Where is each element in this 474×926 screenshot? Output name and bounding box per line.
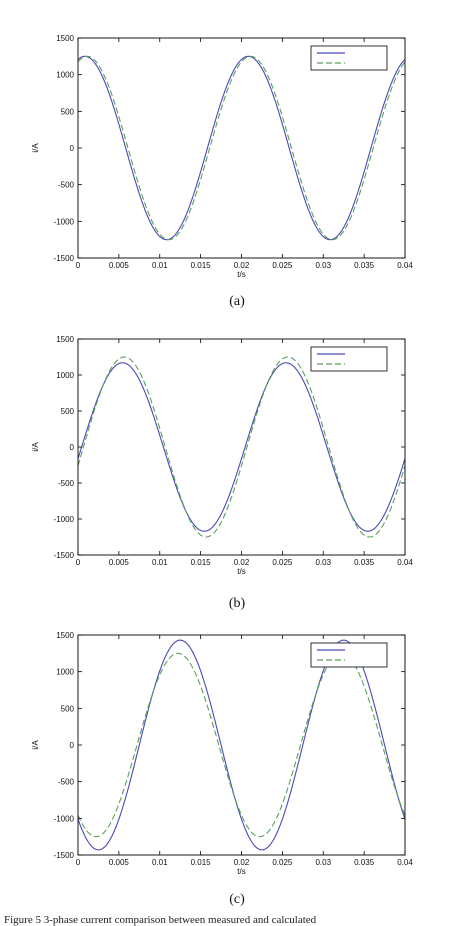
y-tick-label: 500 — [61, 704, 75, 713]
x-tick-label: 0.005 — [109, 858, 130, 867]
y-tick-label: -500 — [58, 778, 75, 787]
y-tick-label: -1000 — [54, 515, 75, 524]
panel-label-b: (b) — [228, 596, 246, 611]
series-line-calculated — [78, 356, 405, 538]
x-tick-label: 0.01 — [152, 261, 168, 270]
line-chart-c: 0 0.005 0.01 0.015 0.02 0.025 0.03 0.035 0.04 150… — [31, 631, 413, 876]
series-line-measured — [78, 362, 405, 532]
series-line-measured — [78, 55, 405, 241]
y-tick-label: -500 — [58, 181, 75, 190]
y-tick-label: 500 — [61, 407, 75, 416]
y-tick-label: 1500 — [56, 34, 74, 43]
chart-panel-c: 0 0.005 0.01 0.015 0.02 0.025 0.03 0.035 0.04 150… — [0, 600, 474, 907]
chart-panel-a: 0 0.005 0.01 0.015 0.02 0.025 0.03 0.035 0.04 150… — [0, 0, 474, 309]
y-axis-label: i/A — [31, 740, 40, 750]
x-tick-label: 0.025 — [272, 858, 293, 867]
x-axis-label: t/s — [237, 867, 245, 876]
x-tick-label: 0.01 — [152, 558, 168, 567]
panel-label-c: (c) — [229, 892, 245, 907]
x-tick-label: 0.035 — [354, 261, 375, 270]
y-axis-label: i/A — [31, 442, 40, 452]
chart-panel-b: 0 0.005 0.01 0.015 0.02 0.025 0.03 0.035 0.04 150… — [0, 300, 474, 611]
y-tick-label: -500 — [58, 479, 75, 488]
y-tick-label: 1000 — [56, 71, 74, 80]
x-tick-label: 0 — [76, 261, 81, 270]
y-tick-label: -1500 — [54, 851, 75, 860]
x-tick-label: 0.04 — [397, 261, 413, 270]
y-tick-label: 1000 — [56, 668, 74, 677]
y-tick-label: -1500 — [54, 254, 75, 263]
legend-box — [310, 642, 388, 668]
x-tick-label: 0.02 — [234, 558, 250, 567]
y-tick-label: -1500 — [54, 551, 75, 560]
x-tick-label: 0.025 — [272, 558, 293, 567]
series-line-measured — [78, 639, 405, 851]
x-tick-label: 0.02 — [234, 261, 250, 270]
x-tick-label: 0.035 — [354, 558, 375, 567]
y-tick-label: 1500 — [56, 335, 74, 344]
x-tick-label: 0.015 — [191, 261, 212, 270]
x-tick-label: 0.03 — [315, 558, 331, 567]
x-tick-label: 0.015 — [191, 858, 212, 867]
x-tick-label: 0.03 — [315, 261, 331, 270]
figure-caption: Figure 5 3-phase current comparison betw… — [4, 914, 317, 926]
y-tick-label: 0 — [70, 443, 75, 452]
x-tick-label: 0 — [76, 858, 81, 867]
x-tick-label: 0.035 — [354, 858, 375, 867]
y-tick-label: 1500 — [56, 631, 74, 640]
line-chart-a: 0 0.005 0.01 0.015 0.02 0.025 0.03 0.035 0.04 150… — [31, 34, 413, 279]
x-tick-label: 0.03 — [315, 858, 331, 867]
y-tick-label: 0 — [70, 741, 75, 750]
series-line-calculated — [78, 652, 405, 838]
y-tick-label: -1000 — [54, 217, 75, 226]
x-tick-label: 0.01 — [152, 858, 168, 867]
legend-box — [310, 346, 388, 372]
y-tick-label: 0 — [70, 144, 75, 153]
y-tick-label: 500 — [61, 107, 75, 116]
x-tick-label: 0.04 — [397, 858, 413, 867]
x-tick-label: 0.015 — [191, 558, 212, 567]
x-tick-label: 0.02 — [234, 858, 250, 867]
plot-frame — [77, 37, 406, 259]
series-line-calculated — [78, 55, 405, 241]
x-axis-label: t/s — [237, 270, 245, 279]
x-tick-label: 0.005 — [109, 558, 130, 567]
y-tick-label: 1000 — [56, 371, 74, 380]
line-chart-b: 0 0.005 0.01 0.015 0.02 0.025 0.03 0.035 0.04 150… — [31, 335, 413, 576]
panel-label-a: (a) — [229, 294, 245, 309]
y-axis-label: i/A — [31, 143, 40, 153]
x-axis-label: t/s — [237, 567, 245, 576]
x-tick-label: 0 — [76, 558, 81, 567]
legend-box — [310, 45, 388, 71]
x-tick-label: 0.005 — [109, 261, 130, 270]
y-tick-label: -1000 — [54, 814, 75, 823]
x-tick-label: 0.025 — [272, 261, 293, 270]
x-tick-label: 0.04 — [397, 558, 413, 567]
